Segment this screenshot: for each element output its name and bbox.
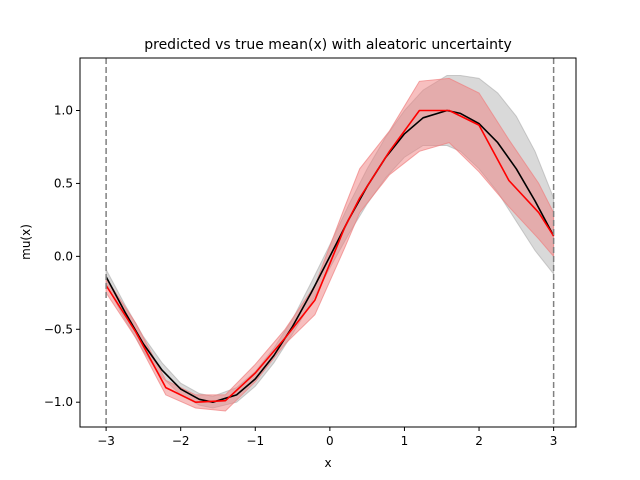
y-tick-label: 1.0 xyxy=(54,104,73,118)
true-mean-line xyxy=(105,109,555,404)
x-tick-label: −2 xyxy=(172,434,190,448)
y-tick-label: 0.5 xyxy=(54,176,73,190)
chart-title: predicted vs true mean(x) with aleatoric… xyxy=(144,37,512,53)
plot-frame xyxy=(79,57,577,428)
predicted-mean-line xyxy=(105,109,555,404)
x-tick-label: 0 xyxy=(326,434,334,448)
y-tick-label: 0.0 xyxy=(54,249,73,263)
x-tick-label: 2 xyxy=(475,434,483,448)
mean-lines xyxy=(105,109,555,404)
x-tick-label: 3 xyxy=(550,434,558,448)
y-axis-label: mu(x) xyxy=(19,224,33,260)
boundary-lines xyxy=(105,58,555,427)
x-axis-ticks: −3 −2 −1 0 1 2 3 xyxy=(97,427,557,448)
y-tick-label: −0.5 xyxy=(44,322,73,336)
y-axis-ticks: −1.0 −0.5 0.0 0.5 1.0 xyxy=(44,104,80,409)
y-tick-label: −1.0 xyxy=(44,395,73,409)
x-axis-label: x xyxy=(324,456,331,470)
x-tick-label: −1 xyxy=(246,434,264,448)
x-tick-label: 1 xyxy=(401,434,409,448)
x-tick-label: −3 xyxy=(97,434,115,448)
